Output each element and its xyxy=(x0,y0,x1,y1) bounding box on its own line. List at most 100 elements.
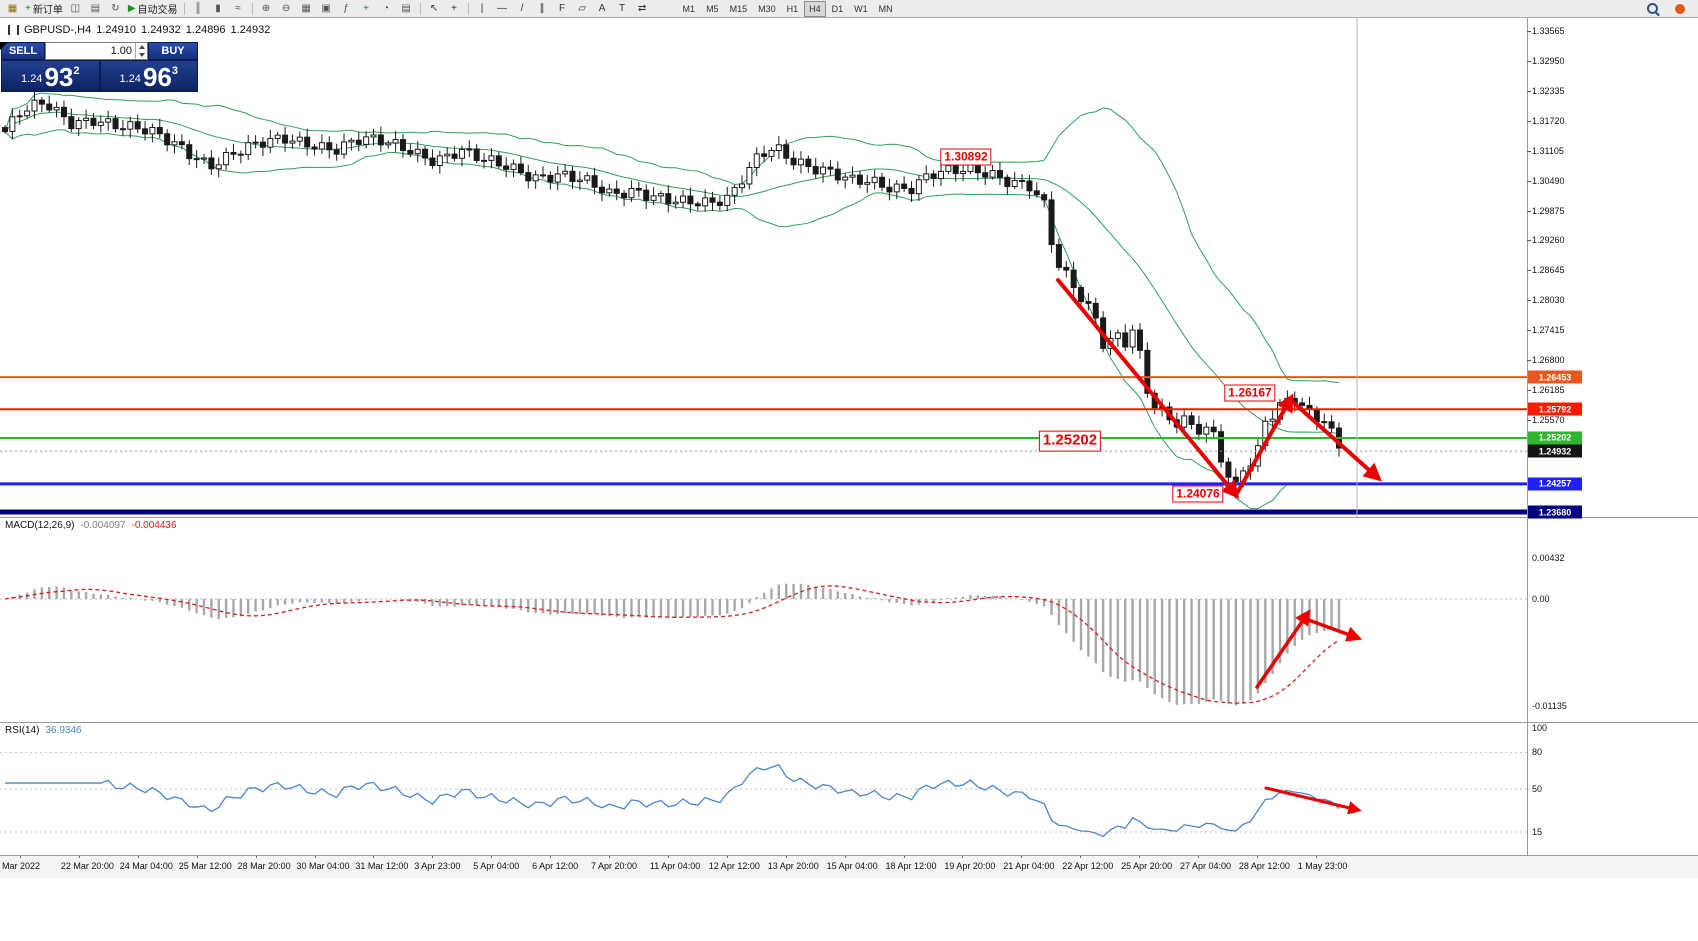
price-axis-label: 1.26185 xyxy=(1532,385,1565,396)
timeframe-d1[interactable]: D1 xyxy=(831,3,844,14)
zoom-in-icon[interactable]: ⊕ xyxy=(257,1,276,16)
buy-price-box[interactable]: 1.24 96 3 xyxy=(99,60,198,92)
volume-field[interactable]: 1.00 xyxy=(45,42,148,60)
time-axis-tick xyxy=(491,855,493,858)
time-axis-tick xyxy=(1080,855,1082,858)
candlesticks xyxy=(2,91,1342,488)
panel-separator xyxy=(0,855,1698,856)
price-annotation[interactable]: 1.24076 xyxy=(1172,485,1224,503)
new-order-button[interactable]: + 新订单 xyxy=(23,1,65,16)
timeframe-h1[interactable]: H1 xyxy=(786,3,799,14)
candlestick-chart-icon[interactable]: ▮ xyxy=(209,1,228,16)
new-order-button: + xyxy=(25,2,31,14)
arrows-icon[interactable]: ⇄ xyxy=(633,1,652,16)
price-annotation[interactable]: 1.25202 xyxy=(1038,430,1102,452)
volume-value[interactable]: 1.00 xyxy=(110,45,132,57)
timeframe-m1[interactable]: M1 xyxy=(682,3,696,14)
line-chart-icon[interactable]: ≈ xyxy=(229,1,248,16)
profiles-icon[interactable]: ◫ xyxy=(66,1,85,16)
ohlc-open: 1.24910 xyxy=(96,24,137,36)
rsi-line xyxy=(5,764,1340,838)
macd-value-signal: -0.004436 xyxy=(131,520,177,531)
autotrade-button-label: 自动交易 xyxy=(137,5,178,16)
zoom-out-icon[interactable]: ⊖ xyxy=(277,1,296,16)
timeframe-m30[interactable]: M30 xyxy=(758,3,776,14)
buy-button[interactable]: BUY xyxy=(148,42,198,60)
panel-collapse-icon[interactable] xyxy=(0,42,8,50)
price-axis-tick xyxy=(1527,31,1531,32)
horizontal-line-icon[interactable]: — xyxy=(493,1,512,16)
time-axis-label: 24 Mar 04:00 xyxy=(119,861,173,871)
indicators-icon[interactable]: ƒ xyxy=(337,1,356,16)
volume-down-button[interactable] xyxy=(138,53,145,57)
periods-icon[interactable]: ◔ xyxy=(377,1,396,16)
shapes-icon: ▱ xyxy=(578,2,586,14)
fibonacci-icon[interactable]: F xyxy=(553,1,572,16)
sell-button[interactable]: SELL xyxy=(1,42,45,60)
timeframe-mn[interactable]: MN xyxy=(878,3,893,14)
bar-chart-icon[interactable]: ║ xyxy=(189,1,208,16)
main-chart-canvas[interactable] xyxy=(0,18,1587,517)
autotrade-button[interactable]: ▶ 自动交易 xyxy=(126,1,180,16)
time-axis[interactable]: Mar 2022 22 Mar 20:00 24 Mar 04:00 25 Mar 1… xyxy=(0,855,1698,878)
timeframe-w1[interactable]: W1 xyxy=(854,3,868,14)
price-axis-tick xyxy=(1527,90,1531,92)
timeframe-h4[interactable]: H4 xyxy=(804,0,826,17)
price-annotation[interactable]: 1.26167 xyxy=(1224,384,1276,402)
templates-icon[interactable]: ▤ xyxy=(397,1,416,16)
search-icon[interactable] xyxy=(1643,1,1662,16)
price-annotation[interactable]: 1.30892 xyxy=(940,148,992,166)
chart-title: GBPUSD-,H4 1.24910 1.24932 1.24896 1.249… xyxy=(8,24,270,36)
vertical-line-icon: | xyxy=(480,2,484,14)
add-indicator-icon[interactable]: + xyxy=(357,1,376,16)
new-chart-icon[interactable]: ▦ xyxy=(3,1,22,16)
time-axis-tick xyxy=(255,855,257,858)
time-axis-label: 22 Mar 20:00 xyxy=(60,861,114,871)
vertical-line-icon[interactable]: | xyxy=(473,1,492,16)
shapes-icon[interactable]: ▱ xyxy=(573,1,592,16)
alert-icon[interactable] xyxy=(1670,1,1689,16)
channel-icon[interactable]: ∥ xyxy=(533,1,552,16)
horizontal-line-icon: — xyxy=(497,2,508,14)
trend-arrows[interactable] xyxy=(1056,278,1382,500)
price-axis-label: 1.27415 xyxy=(1532,325,1565,336)
timeframe-m15[interactable]: M15 xyxy=(729,3,748,14)
buy-price-small: 1.24 xyxy=(119,73,141,85)
time-axis-tick xyxy=(1256,855,1258,858)
crosshair-icon: + xyxy=(451,2,457,14)
label-icon[interactable]: T xyxy=(613,1,632,16)
sell-price-box[interactable]: 1.24 93 2 xyxy=(1,60,100,92)
refresh-icon[interactable]: ↻ xyxy=(106,1,125,16)
macd-label: MACD(12,26,9) -0.004097 -0.004436 xyxy=(5,520,177,531)
tile-windows-icon[interactable]: ▦ xyxy=(297,1,316,16)
price-axis-tag: 1.23680 xyxy=(1528,505,1582,519)
toolbar-separator xyxy=(183,2,185,15)
market-watch-icon[interactable]: ▤ xyxy=(86,1,105,16)
arrange-windows-icon[interactable]: ▣ xyxy=(317,1,336,16)
zoom-out-icon: ⊖ xyxy=(281,2,291,14)
macd-canvas[interactable] xyxy=(0,517,1587,722)
timeframe-m5[interactable]: M5 xyxy=(706,3,719,14)
rsi-canvas[interactable] xyxy=(0,722,1587,855)
toolbar-separator xyxy=(251,2,253,15)
time-axis-label: 1 May 23:00 xyxy=(1297,861,1348,871)
cursor-icon[interactable]: ↖ xyxy=(425,1,444,16)
crosshair-icon[interactable]: + xyxy=(445,1,464,16)
time-axis-tick xyxy=(903,855,905,858)
timeframe-toolbar: M1 M5 M15 M30 H1 H4 D1 W1 MN xyxy=(678,0,898,17)
arrange-windows-icon: ▣ xyxy=(321,2,331,14)
text-icon[interactable]: A xyxy=(593,1,612,16)
macd-arrows[interactable] xyxy=(1255,609,1363,689)
price-axis-label: 1.32335 xyxy=(1532,85,1565,96)
rsi-arrow[interactable] xyxy=(1264,786,1362,815)
volume-up-button[interactable] xyxy=(138,45,145,49)
time-axis-label: 13 Apr 20:00 xyxy=(767,861,819,871)
time-axis-tick xyxy=(196,855,198,858)
chart-region[interactable]: GBPUSD-,H4 1.24910 1.24932 1.24896 1.249… xyxy=(0,18,1698,941)
time-axis-label: 3 Apr 23:00 xyxy=(414,861,461,871)
time-axis-tick xyxy=(314,855,316,858)
sell-price-big: 93 xyxy=(44,62,74,92)
macd-axis-label: 0.00 xyxy=(1532,594,1550,604)
trendline-icon[interactable]: / xyxy=(513,1,532,16)
horizontal-lines[interactable] xyxy=(0,376,1527,515)
